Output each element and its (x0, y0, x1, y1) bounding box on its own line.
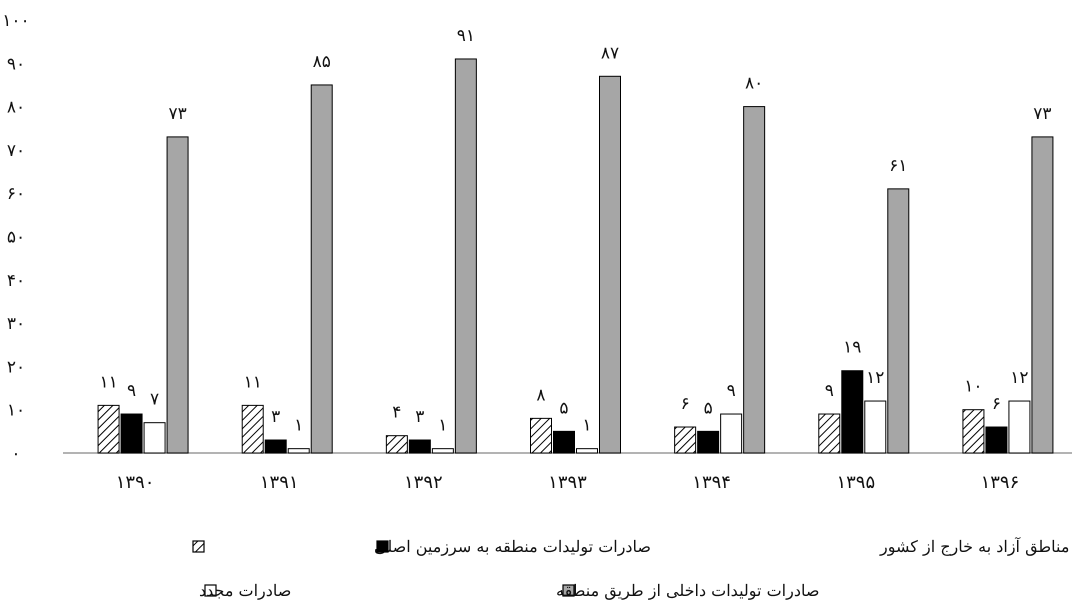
bar (310, 84, 333, 454)
legend-swatch (204, 584, 217, 597)
bar (385, 435, 408, 454)
data-label: ۶ (992, 394, 1001, 414)
data-label: ۶۱ (889, 156, 907, 176)
bar (962, 409, 985, 454)
x-tick-label: ۱۳۹۳ (548, 472, 587, 493)
bar (1008, 400, 1031, 454)
x-tick-label: ۱۳۹۱ (260, 472, 299, 493)
bar (264, 439, 287, 454)
bar (1031, 136, 1054, 454)
bar (841, 370, 864, 454)
data-label: ۱۰ (964, 377, 982, 397)
bar (743, 106, 766, 454)
data-label: ۳ (271, 407, 280, 427)
bar (454, 58, 477, 454)
data-label: ۸ (536, 385, 545, 405)
y-tick-label: ۴۰ (7, 271, 25, 291)
bars-layer (97, 58, 1054, 454)
legend-label: صادرات تولیدات مناطق آزاد به خارج از کشو… (879, 536, 1072, 556)
y-tick-label: ۱۰ (7, 401, 25, 421)
legend-swatch (562, 584, 575, 597)
data-label: ۱۱ (99, 372, 117, 392)
bar (887, 188, 910, 454)
legend-swatch (376, 540, 389, 553)
data-label: ۱ (294, 416, 303, 436)
data-label: ۷۳ (168, 104, 186, 124)
data-label: ۱۲ (1010, 368, 1028, 388)
legend-label: صادرات تولیدات داخلی از طریق منطقه (556, 581, 819, 600)
bar (166, 136, 189, 454)
data-label: ۹۱ (457, 26, 475, 46)
legend-label: صادرات تولیدات منطقه به سرزمین اصلی (374, 537, 651, 556)
x-tick-label: ۱۳۹۰ (116, 472, 155, 493)
data-label: ۳ (415, 407, 424, 427)
y-tick-label: ۲۰ (7, 357, 25, 377)
x-tick-label: ۱۳۹۲ (404, 472, 443, 493)
data-label: ۱ (582, 416, 591, 436)
data-label: ۶ (681, 394, 690, 414)
y-tick-label: ۸۰ (7, 98, 25, 118)
legend: صادرات تولیدات منطقه به سرزمین اصلی صادرا… (192, 536, 1072, 600)
bar (599, 75, 621, 454)
data-label: ۱ (438, 416, 447, 436)
data-label: ۹ (127, 381, 136, 401)
bar (720, 413, 743, 454)
bar (864, 400, 887, 454)
y-tick-label: ۶۰ (7, 184, 25, 204)
bar (241, 404, 264, 454)
bar (143, 422, 166, 454)
data-label: ۵ (704, 398, 713, 418)
data-label: ۹ (727, 381, 736, 401)
data-label: ۴ (392, 403, 401, 423)
bar (674, 426, 697, 454)
bar (576, 448, 598, 454)
y-tick-label: ۱۰۰ (2, 11, 29, 31)
data-label: ۸۰ (745, 74, 763, 94)
x-tick-label: ۱۳۹۴ (692, 472, 731, 493)
legend-label: صادرات مجدد (199, 581, 291, 600)
bar (120, 413, 143, 454)
bar (287, 448, 310, 454)
y-tick-label: ۵۰ (7, 228, 25, 248)
legend-swatch (192, 540, 205, 553)
data-label: ۸۵ (313, 52, 331, 72)
bar (985, 426, 1008, 454)
y-tick-label: ۳۰ (7, 314, 25, 334)
data-label: ۸۷ (601, 43, 619, 63)
y-tick-label: ۹۰ (7, 54, 25, 74)
y-tick-label: ۰ (11, 444, 20, 464)
data-label: ۹ (825, 381, 834, 401)
bar (408, 439, 431, 454)
data-label: ۱۲ (866, 368, 884, 388)
bar (818, 413, 841, 454)
bar (97, 404, 120, 454)
data-label: ۵ (559, 398, 568, 418)
x-tick-label: ۱۳۹۶ (981, 472, 1020, 493)
data-label: ۱۹ (843, 338, 861, 358)
bar (530, 417, 552, 454)
bar (553, 430, 575, 454)
data-label: ۷ (150, 390, 159, 410)
bar (697, 430, 720, 454)
x-tick-label: ۱۳۹۵ (836, 472, 875, 493)
y-tick-label: ۷۰ (7, 141, 25, 161)
bar (431, 448, 454, 454)
data-label: ۱۱ (244, 372, 262, 392)
data-label: ۷۳ (1033, 104, 1051, 124)
